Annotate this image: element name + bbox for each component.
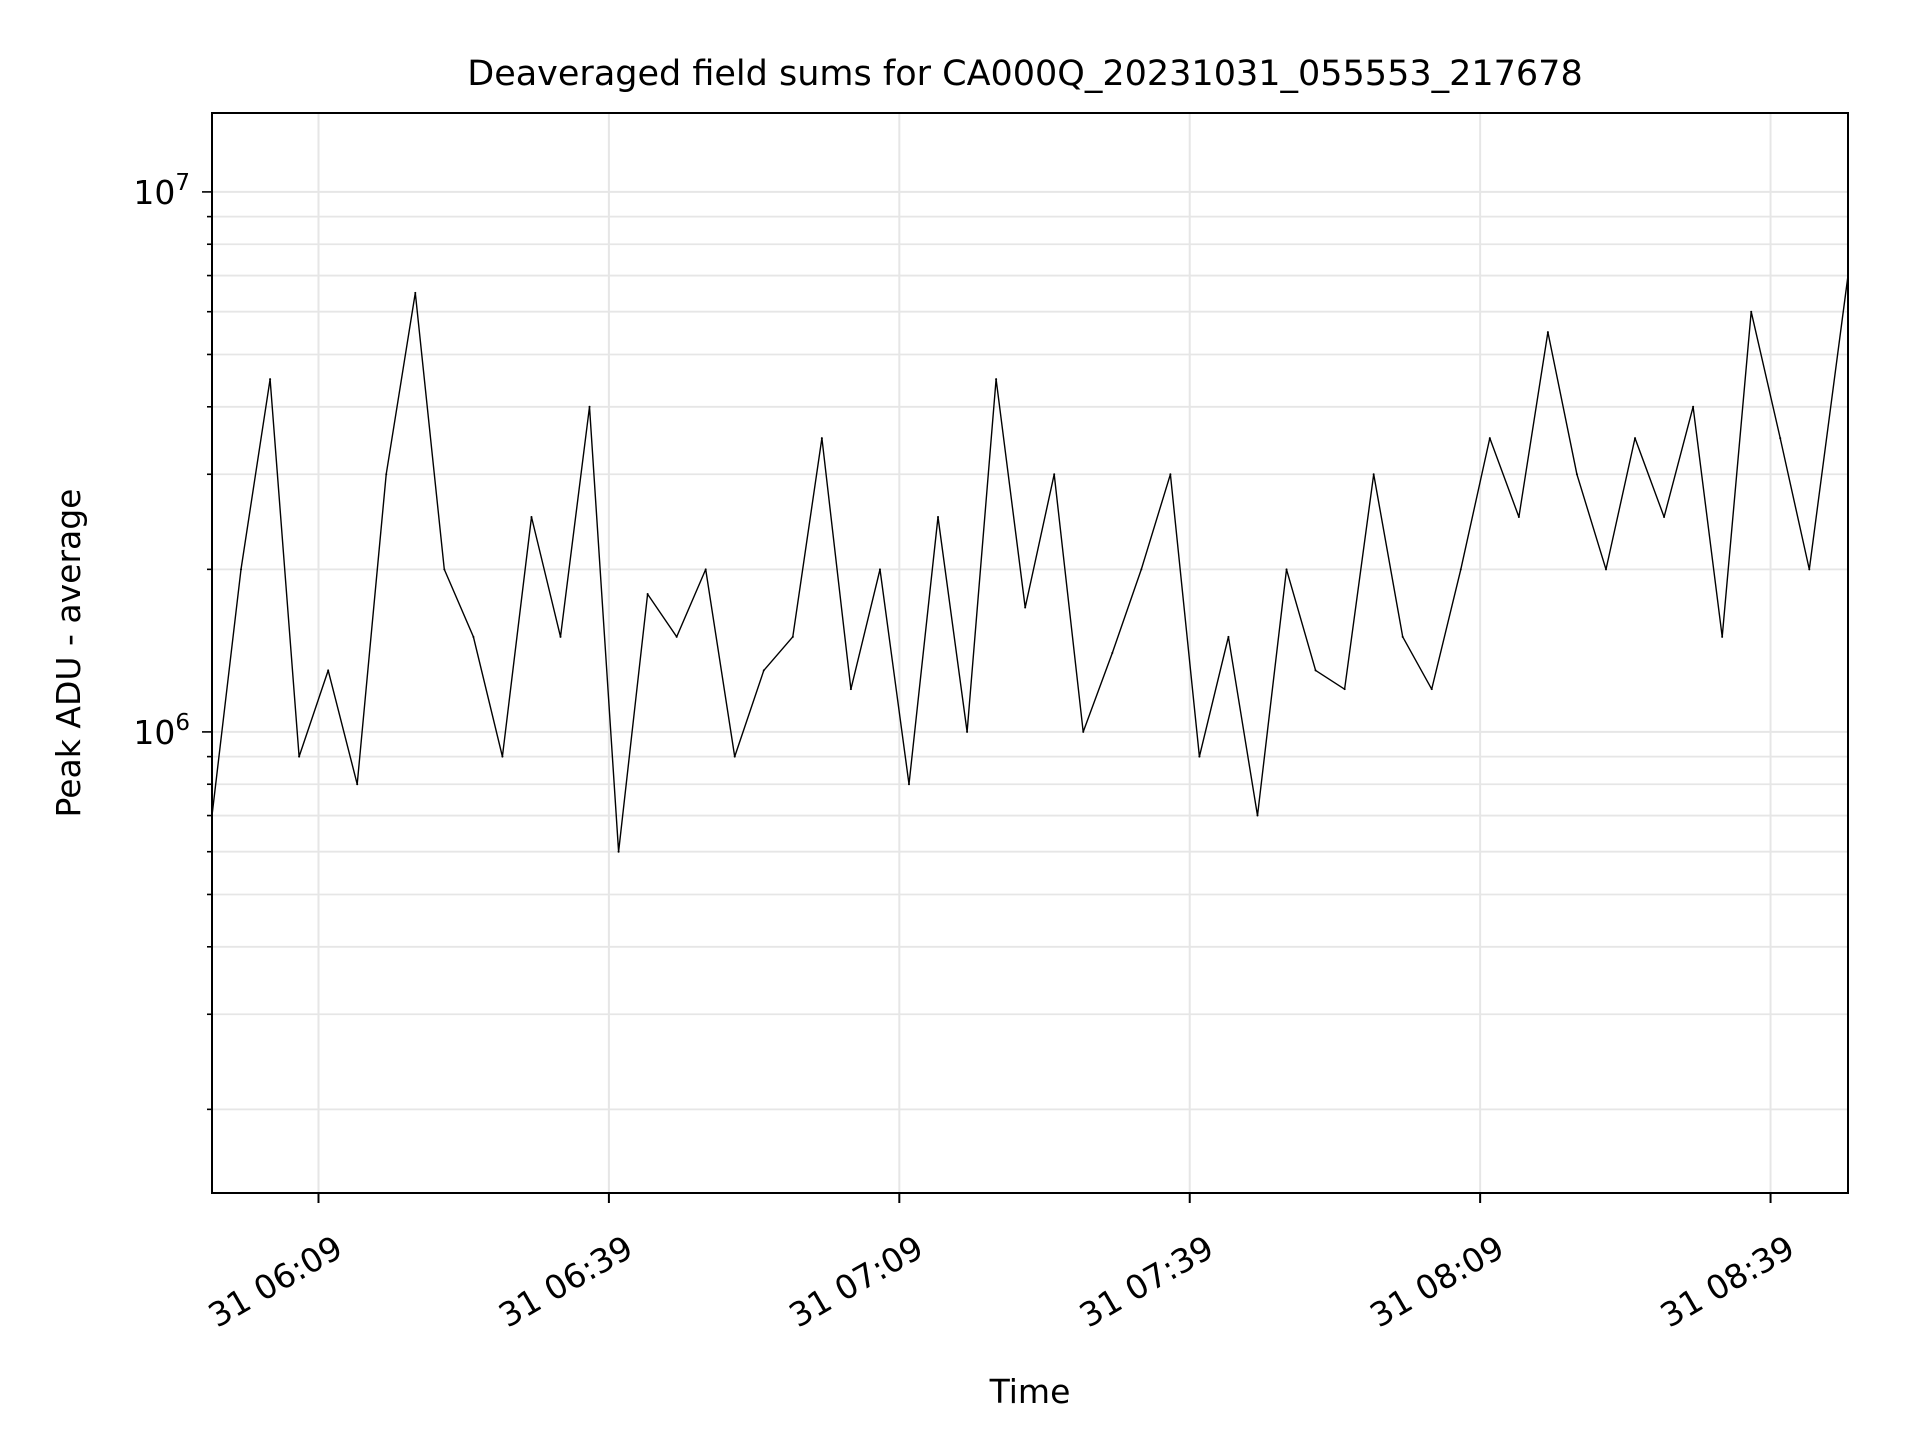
data-point: [1111, 652, 1114, 654]
data-point: [704, 568, 707, 571]
data-point: [675, 635, 678, 638]
data-point: [1779, 437, 1782, 440]
data-point: [762, 669, 765, 672]
data-point: [327, 669, 330, 672]
data-point: [1430, 688, 1433, 691]
data-point: [1227, 635, 1230, 638]
data-point: [820, 437, 823, 440]
data-point: [356, 783, 359, 786]
data-point: [443, 568, 446, 571]
data-point: [1692, 405, 1695, 408]
data-point: [298, 755, 301, 758]
data-point: [646, 593, 649, 596]
data-point: [1488, 437, 1491, 440]
y-axis-label: Peak ADU - average: [49, 489, 88, 818]
data-point: [1053, 473, 1056, 476]
data-point: [1517, 516, 1520, 519]
data-point: [1285, 568, 1288, 571]
data-point: [1140, 568, 1143, 571]
y-axis: 106 107: [133, 170, 212, 1111]
data-point: [1604, 568, 1607, 571]
data-point: [385, 473, 388, 476]
data-point: [588, 405, 591, 408]
data-point: [240, 568, 243, 571]
data-point: [1546, 331, 1549, 334]
data-point: [878, 568, 881, 571]
data-point: [1372, 473, 1375, 476]
data-point: [269, 378, 272, 381]
data-point: [472, 635, 475, 638]
data-point: [1169, 473, 1172, 476]
data-point: [1256, 814, 1259, 817]
x-axis-label: Time: [989, 1372, 1071, 1411]
data-point: [1401, 635, 1404, 638]
data-point: [966, 730, 969, 733]
data-point: [1024, 606, 1027, 609]
data-point: [1721, 635, 1724, 638]
data-point: [1808, 568, 1811, 571]
y-tick-label: 106: [133, 710, 190, 752]
data-point: [559, 635, 562, 638]
data-point: [995, 378, 998, 381]
data-point: [617, 850, 620, 853]
chart-title: Deaveraged field sums for CA000Q_2023103…: [467, 54, 1582, 94]
data-point: [849, 688, 852, 691]
plot-frame: [211, 112, 1849, 1194]
data-point: [733, 755, 736, 758]
data-point: [1575, 473, 1578, 476]
data-point: [907, 783, 910, 786]
data-point: [791, 635, 794, 638]
data-point: [414, 291, 417, 294]
data-point: [1198, 755, 1201, 758]
data-point: [1459, 568, 1462, 571]
data-point: [1634, 437, 1637, 440]
data-point: [1750, 310, 1753, 313]
series-layer: [211, 274, 1849, 853]
data-point: [530, 516, 533, 519]
data-point: [501, 755, 504, 758]
y-tick-label: 107: [133, 170, 190, 212]
grid: [212, 113, 1848, 1193]
data-point: [1082, 730, 1085, 733]
data-point: [1663, 516, 1666, 519]
data-point: [1343, 688, 1346, 691]
data-point: [1314, 669, 1317, 672]
data-point: [937, 516, 940, 519]
